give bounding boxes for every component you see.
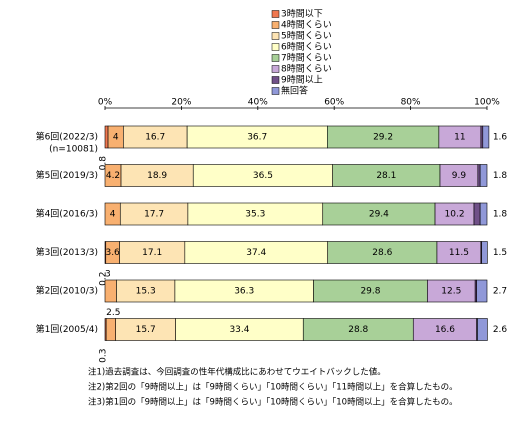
note: 注1)過去調査は、今回調査の性年代構成比にあわせてウエイトバックした値。 — [88, 367, 386, 378]
value-label: 1.5 — [493, 248, 507, 258]
legend-label: 3時間以下 — [281, 9, 323, 20]
value-label: 12.5 — [441, 287, 461, 297]
value-label: 33.4 — [229, 325, 249, 335]
bar-segment — [105, 318, 116, 341]
value-label: 2.7 — [493, 287, 507, 297]
bar-segment — [479, 164, 488, 187]
value-label: 35.3 — [245, 210, 265, 220]
value-label: 11.5 — [449, 248, 469, 258]
legend-label: 8時間くらい — [281, 64, 332, 75]
category-label: 第4回(2016/3) — [36, 208, 98, 220]
value-label: 3 — [105, 270, 111, 280]
value-label: 17.7 — [144, 210, 164, 220]
category-label: 第3回(2013/3) — [36, 246, 98, 258]
value-label: 29.4 — [369, 210, 389, 220]
legend-swatch — [271, 87, 280, 95]
bar-segment — [482, 125, 490, 149]
value-label: 4 — [113, 133, 119, 143]
value-label: 37.4 — [246, 248, 266, 258]
legend-swatch — [271, 21, 280, 29]
value-label: 0.8 — [99, 156, 109, 171]
value-label: 3.6 — [105, 248, 120, 258]
category-label: 第6回(2022/3) — [36, 131, 98, 143]
bar-segment — [473, 202, 481, 226]
bar-segment — [477, 164, 481, 187]
legend-swatch — [271, 54, 280, 62]
value-label: 29.2 — [373, 133, 393, 143]
sample-size: (n=10081) — [49, 145, 98, 155]
x-tick-label: 80% — [401, 98, 421, 108]
value-label: 16.7 — [145, 133, 165, 143]
note: 注3)第1回の「9時間以上」は「9時間くらい」「10時間くらい」「10時間以上」… — [88, 397, 458, 408]
value-label: 17.1 — [142, 248, 162, 258]
legend-swatch — [271, 32, 280, 40]
value-label: 36.7 — [247, 133, 267, 143]
legend-label: 5時間くらい — [281, 31, 332, 42]
value-label: 29.8 — [360, 287, 380, 297]
value-label: 18.9 — [147, 171, 167, 181]
value-label: 10.2 — [445, 210, 465, 220]
value-label: 28.6 — [372, 248, 392, 258]
value-label: 2.5 — [106, 308, 120, 318]
value-label: 0.3 — [99, 349, 109, 363]
value-label: 28.8 — [348, 325, 368, 335]
value-label: 36.3 — [234, 287, 254, 297]
legend-swatch — [271, 43, 280, 51]
value-label: 4 — [110, 210, 116, 220]
value-label: 28.1 — [376, 171, 396, 181]
bar-segment — [479, 202, 488, 226]
note: 注2)第2回の「9時間以上」は「9時間くらい」「10時間くらい」「11時間以上」… — [88, 382, 458, 393]
value-label: 11 — [454, 133, 465, 143]
category-label: 第1回(2005/4) — [36, 323, 98, 335]
bar-segment — [477, 318, 488, 341]
value-label: 36.5 — [253, 171, 273, 181]
legend-label: 6時間くらい — [281, 42, 332, 53]
value-label: 9.9 — [452, 171, 467, 181]
legend-label: 無回答 — [281, 85, 308, 97]
value-label: 4.2 — [106, 171, 120, 181]
legend-label: 9時間以上 — [281, 75, 323, 86]
value-label: 15.3 — [136, 287, 156, 297]
value-label: 1.8 — [493, 171, 508, 181]
x-tick-label: 40% — [248, 98, 268, 108]
x-tick-label: 0% — [98, 98, 113, 108]
legend-swatch — [271, 65, 280, 73]
bar-segment — [476, 279, 488, 303]
value-label: 16.6 — [435, 325, 455, 335]
legend-swatch — [271, 10, 280, 18]
value-label: 0.2 — [99, 272, 109, 286]
x-tick-label: 100% — [474, 98, 500, 108]
legend-label: 7時間くらい — [281, 53, 332, 64]
value-label: 1.8 — [493, 210, 508, 220]
value-label: 1.6 — [493, 133, 508, 143]
legend-label: 4時間くらい — [281, 20, 332, 31]
category-label: 第5回(2019/3) — [36, 169, 98, 181]
category-label: 第2回(2010/3) — [36, 285, 98, 297]
x-tick-label: 20% — [171, 98, 191, 108]
value-label: 2.6 — [493, 325, 508, 335]
x-tick-label: 60% — [324, 98, 344, 108]
bar-segment — [481, 241, 488, 264]
bar-segment — [104, 125, 109, 149]
value-label: 15.7 — [136, 325, 156, 335]
bar-segment — [104, 279, 117, 303]
legend-swatch — [271, 76, 280, 84]
